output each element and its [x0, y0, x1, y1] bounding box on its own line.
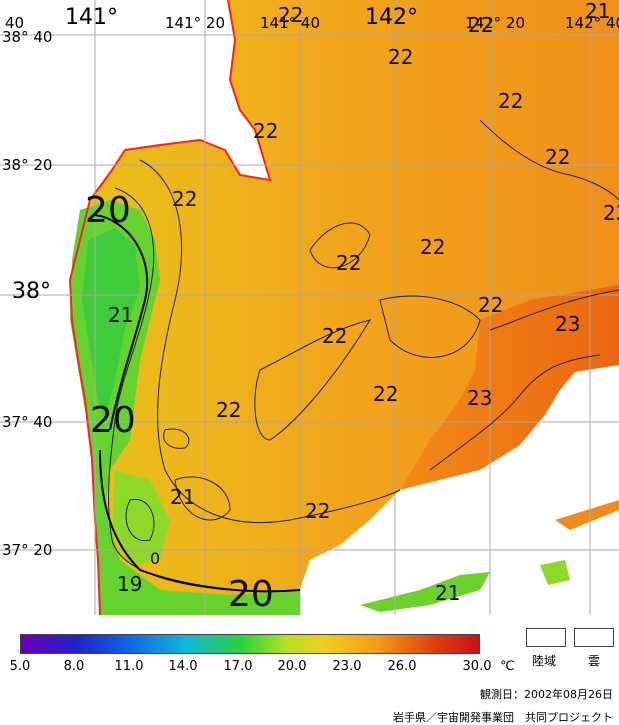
scale-tick-label: 11.0 [114, 659, 144, 674]
sea-warmer-area [400, 285, 619, 490]
scale-tick-label: 14.0 [168, 659, 198, 674]
scale-tick-label: 20.0 [277, 659, 307, 674]
graticule [0, 0, 619, 615]
lon-label: 142° [365, 5, 418, 30]
sea-surface-temperature-map: 141° 141° 20 141° 40 142° 142° 20 142° 4… [0, 0, 619, 615]
isotherm-label: 22 [253, 119, 278, 143]
cloud-legend-label: 雲 [588, 654, 601, 668]
scale-tick-label: 26.0 [387, 659, 417, 674]
isotherm-label: 22 [478, 293, 503, 317]
warm-strip-south [555, 500, 619, 530]
isotherm-label: 22 [388, 45, 413, 69]
sea-cool-core [82, 228, 140, 420]
credit-line: 岩手県／宇宙開発事業団 共同プロジェクト [393, 711, 613, 724]
temperature-color-scale [20, 634, 480, 654]
lon-label: 142° 20 [465, 14, 525, 32]
isotherm-value-labels: 20 20 20 21 21 21 21 22 22 22 22 22 22 2… [85, 0, 619, 615]
cloud-region [300, 365, 619, 615]
lon-label: 141° 20 [165, 14, 225, 32]
isotherm-label: 23 [555, 312, 580, 336]
isotherm-label: 22 [468, 13, 493, 37]
isotherm-label: 22 [603, 201, 619, 225]
isotherm-label-22b: 22 [305, 499, 330, 523]
scale-tick-label: 17.0 [223, 659, 253, 674]
isotherm-label: 21 [108, 303, 133, 327]
latitude-labels: 38° 40 38° 20 38° 37° 40 37° 20 [2, 28, 52, 559]
green-patch-southeast [540, 560, 570, 585]
isotherm-label: 22 [322, 324, 347, 348]
isotherm-lines-bold [94, 214, 301, 593]
isotherm-label: 22 [373, 382, 398, 406]
green-patch-south [360, 572, 490, 612]
lat-label: 38° [12, 279, 51, 304]
isotherm-label: 22 [278, 3, 303, 27]
isotherm-label: 0 [150, 549, 160, 568]
isotherm-label: 19 [117, 572, 142, 596]
lat-label: 37° 40 [2, 413, 52, 431]
isotherm-label: 20 [85, 190, 131, 231]
scale-unit: ℃ [500, 659, 515, 674]
isotherm-label: 22 [420, 235, 445, 259]
lat-label: 37° 20 [2, 541, 52, 559]
land-legend-label: 陸域 [532, 654, 557, 668]
scale-tick-label: 30.0 [462, 659, 492, 674]
lat-label: 38° 20 [2, 156, 52, 174]
scale-tick-label: 5.0 [9, 659, 31, 674]
scale-tick-label: 23.0 [332, 659, 362, 674]
isotherm-label: 21 [170, 485, 195, 509]
land-legend-swatch [526, 628, 566, 647]
scale-tick-label: 8.0 [63, 659, 85, 674]
observation-date: 観測日：2002年08月26日 [480, 688, 613, 701]
isotherm-label: 21 [435, 581, 460, 605]
isotherm-label: 20 [228, 574, 274, 615]
isotherm-lines [108, 119, 619, 591]
isotherm-label: 22 [336, 251, 361, 275]
isotherm-label: 22 [172, 187, 197, 211]
lon-label: 141° [65, 5, 118, 30]
isotherm-label: 22 [216, 398, 241, 422]
lon-label: 40 [5, 14, 24, 32]
lat-label: 38° 40 [2, 28, 52, 46]
lon-label: 141° 40 [260, 14, 320, 32]
coastline [68, 0, 272, 615]
lon-label: 142° 40 [565, 14, 619, 32]
isotherm-label: 23 [467, 386, 492, 410]
isotherm-label: 22 [545, 145, 570, 169]
isotherm-label: 22 [498, 89, 523, 113]
isotherm-label: 20 [90, 400, 136, 441]
sea-cool-inlet [112, 470, 170, 565]
cloud-legend-swatch [574, 628, 614, 647]
isotherm-label: 21 [585, 0, 610, 23]
longitude-labels: 141° 141° 20 141° 40 142° 142° 20 142° 4… [5, 5, 619, 32]
